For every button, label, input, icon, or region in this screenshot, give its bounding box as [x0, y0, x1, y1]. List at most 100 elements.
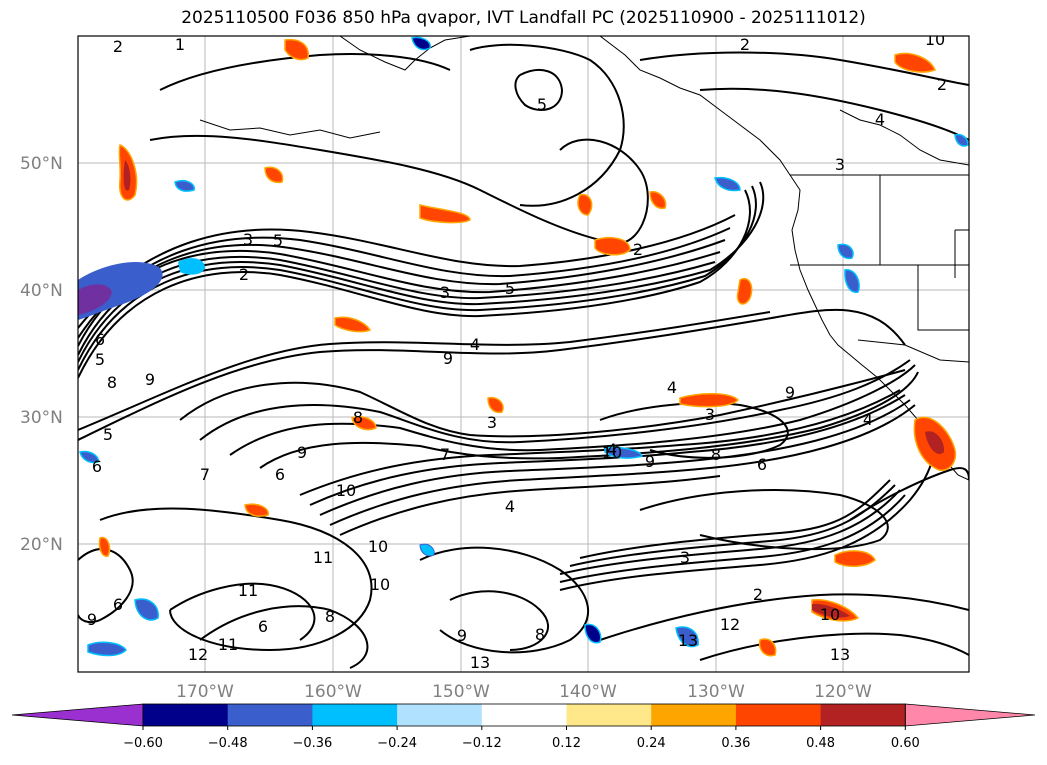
lat-label-50n: 50°N — [20, 154, 63, 174]
lon-label-120w: 120°W — [814, 682, 872, 702]
map-title: 2025110500 F036 850 hPa qvapor, IVT Land… — [181, 8, 866, 28]
colorbar-tick-label: 0.36 — [721, 736, 750, 751]
contour-label: 5 — [273, 231, 283, 250]
contour-label: 7 — [200, 465, 210, 484]
contour-label: 11 — [238, 581, 258, 600]
contour-label: 5 — [505, 279, 515, 298]
contour-label: 7 — [440, 445, 450, 464]
contour-label: 10 — [370, 575, 390, 594]
colorbar-outline — [142, 703, 906, 727]
contour-label: 13 — [830, 645, 850, 664]
contour-label: 5 — [103, 425, 113, 444]
contour-label: 2 — [239, 265, 249, 284]
contour-label: 4 — [470, 335, 480, 354]
political-borders — [790, 174, 969, 363]
contour-label: 4 — [875, 110, 885, 129]
contour-label: 9 — [145, 370, 155, 389]
lon-label-140w: 140°W — [559, 682, 617, 702]
colorbar-extend-high — [904, 703, 1036, 727]
colorbar-tick-label: 0.48 — [806, 736, 835, 751]
contour-label: 3 — [705, 405, 715, 424]
contour-label: 4 — [607, 440, 617, 459]
contour-label: 5 — [95, 350, 105, 369]
contour-label: 3 — [835, 155, 845, 174]
contour-label: 9 — [457, 626, 467, 645]
contour-label: 6 — [757, 455, 767, 474]
contour-label: 9 — [443, 349, 453, 368]
lat-label-30n: 30°N — [20, 408, 63, 428]
colorbar-segment — [566, 704, 652, 726]
contour-label: 9 — [87, 610, 97, 629]
contour-label: 11 — [313, 548, 333, 567]
qvapor-shading — [78, 36, 969, 657]
colorbar-segment — [820, 704, 906, 726]
contour-label: 8 — [535, 625, 545, 644]
colorbar-tick-label: −0.36 — [292, 736, 332, 751]
contour-label: 4 — [667, 378, 677, 397]
lat-label-20n: 20°N — [20, 535, 63, 555]
contour-label: 6 — [113, 595, 123, 614]
contour-label: 3 — [243, 230, 253, 249]
contour-label: 8 — [325, 607, 335, 626]
contour-label: 4 — [863, 410, 873, 429]
colorbar-segment — [651, 704, 737, 726]
contour-label: 10 — [336, 481, 356, 500]
lon-label-170w: 170°W — [176, 682, 234, 702]
contour-label: 8 — [107, 373, 117, 392]
contour-label: 9 — [785, 383, 795, 402]
contour-label: 5 — [537, 95, 547, 114]
lon-label-130w: 130°W — [687, 682, 745, 702]
colorbar: −0.60 −0.48 −0.36 −0.24 −0.12 0.12 0.24 0.36 0.4… — [11, 703, 1036, 751]
contour-label: 4 — [505, 497, 515, 516]
colorbar-segment — [143, 704, 229, 726]
colorbar-segment — [227, 704, 313, 726]
lon-label-160w: 160°W — [304, 682, 362, 702]
colorbar-tick-label: 0.24 — [637, 736, 666, 751]
coastline — [199, 36, 969, 481]
contour-label: 13 — [470, 653, 490, 672]
colorbar-tick-label: −0.48 — [208, 736, 248, 751]
contour-label: 3 — [487, 413, 497, 432]
colorbar-segment — [481, 704, 567, 726]
lat-label-40n: 40°N — [20, 281, 63, 301]
contour-lines — [78, 43, 969, 669]
contour-label: 10 — [602, 443, 622, 462]
contour-label: 9 — [297, 443, 307, 462]
contour-label: 2 — [113, 37, 123, 56]
contour-label: 6 — [275, 465, 285, 484]
colorbar-extend-low — [11, 703, 144, 727]
colorbar-segment — [735, 704, 822, 726]
contour-label: 10 — [925, 30, 945, 49]
contour-label: 8 — [711, 445, 721, 464]
colorbar-tick-label: −0.24 — [377, 736, 417, 751]
contour-label: 11 — [218, 635, 238, 654]
contour-label: 2 — [740, 35, 750, 54]
contour-label: 10 — [820, 605, 840, 624]
contour-label: 6 — [92, 457, 102, 476]
colorbar-tick-label: −0.12 — [462, 736, 502, 751]
colorbar-tick-label: 0.12 — [552, 736, 581, 751]
contour-label: 13 — [678, 631, 698, 650]
contour-label: 6 — [258, 617, 268, 636]
contour-label: 6 — [95, 330, 105, 349]
lon-label-150w: 150°W — [432, 682, 490, 702]
colorbar-segment — [312, 704, 398, 726]
lon-labels: 170°W 160°W 150°W 140°W 130°W 120°W — [176, 682, 872, 702]
colorbar-segment — [397, 704, 483, 726]
contour-label: 1 — [175, 35, 185, 54]
colorbar-tick-label: −0.60 — [123, 736, 163, 751]
contour-label: 10 — [368, 537, 388, 556]
contour-label: 2 — [633, 240, 643, 259]
contour-label: 3 — [440, 283, 450, 302]
contour-label: 12 — [188, 645, 208, 664]
colorbar-tick-label: 0.60 — [891, 736, 920, 751]
lat-labels: 50°N 40°N 30°N 20°N — [20, 154, 63, 555]
map-area — [78, 36, 969, 672]
contour-label: 3 — [680, 548, 690, 567]
contour-label: 12 — [720, 615, 740, 634]
contour-label: 2 — [753, 585, 763, 604]
map-frame — [77, 35, 970, 673]
contour-label: 9 — [645, 452, 655, 471]
